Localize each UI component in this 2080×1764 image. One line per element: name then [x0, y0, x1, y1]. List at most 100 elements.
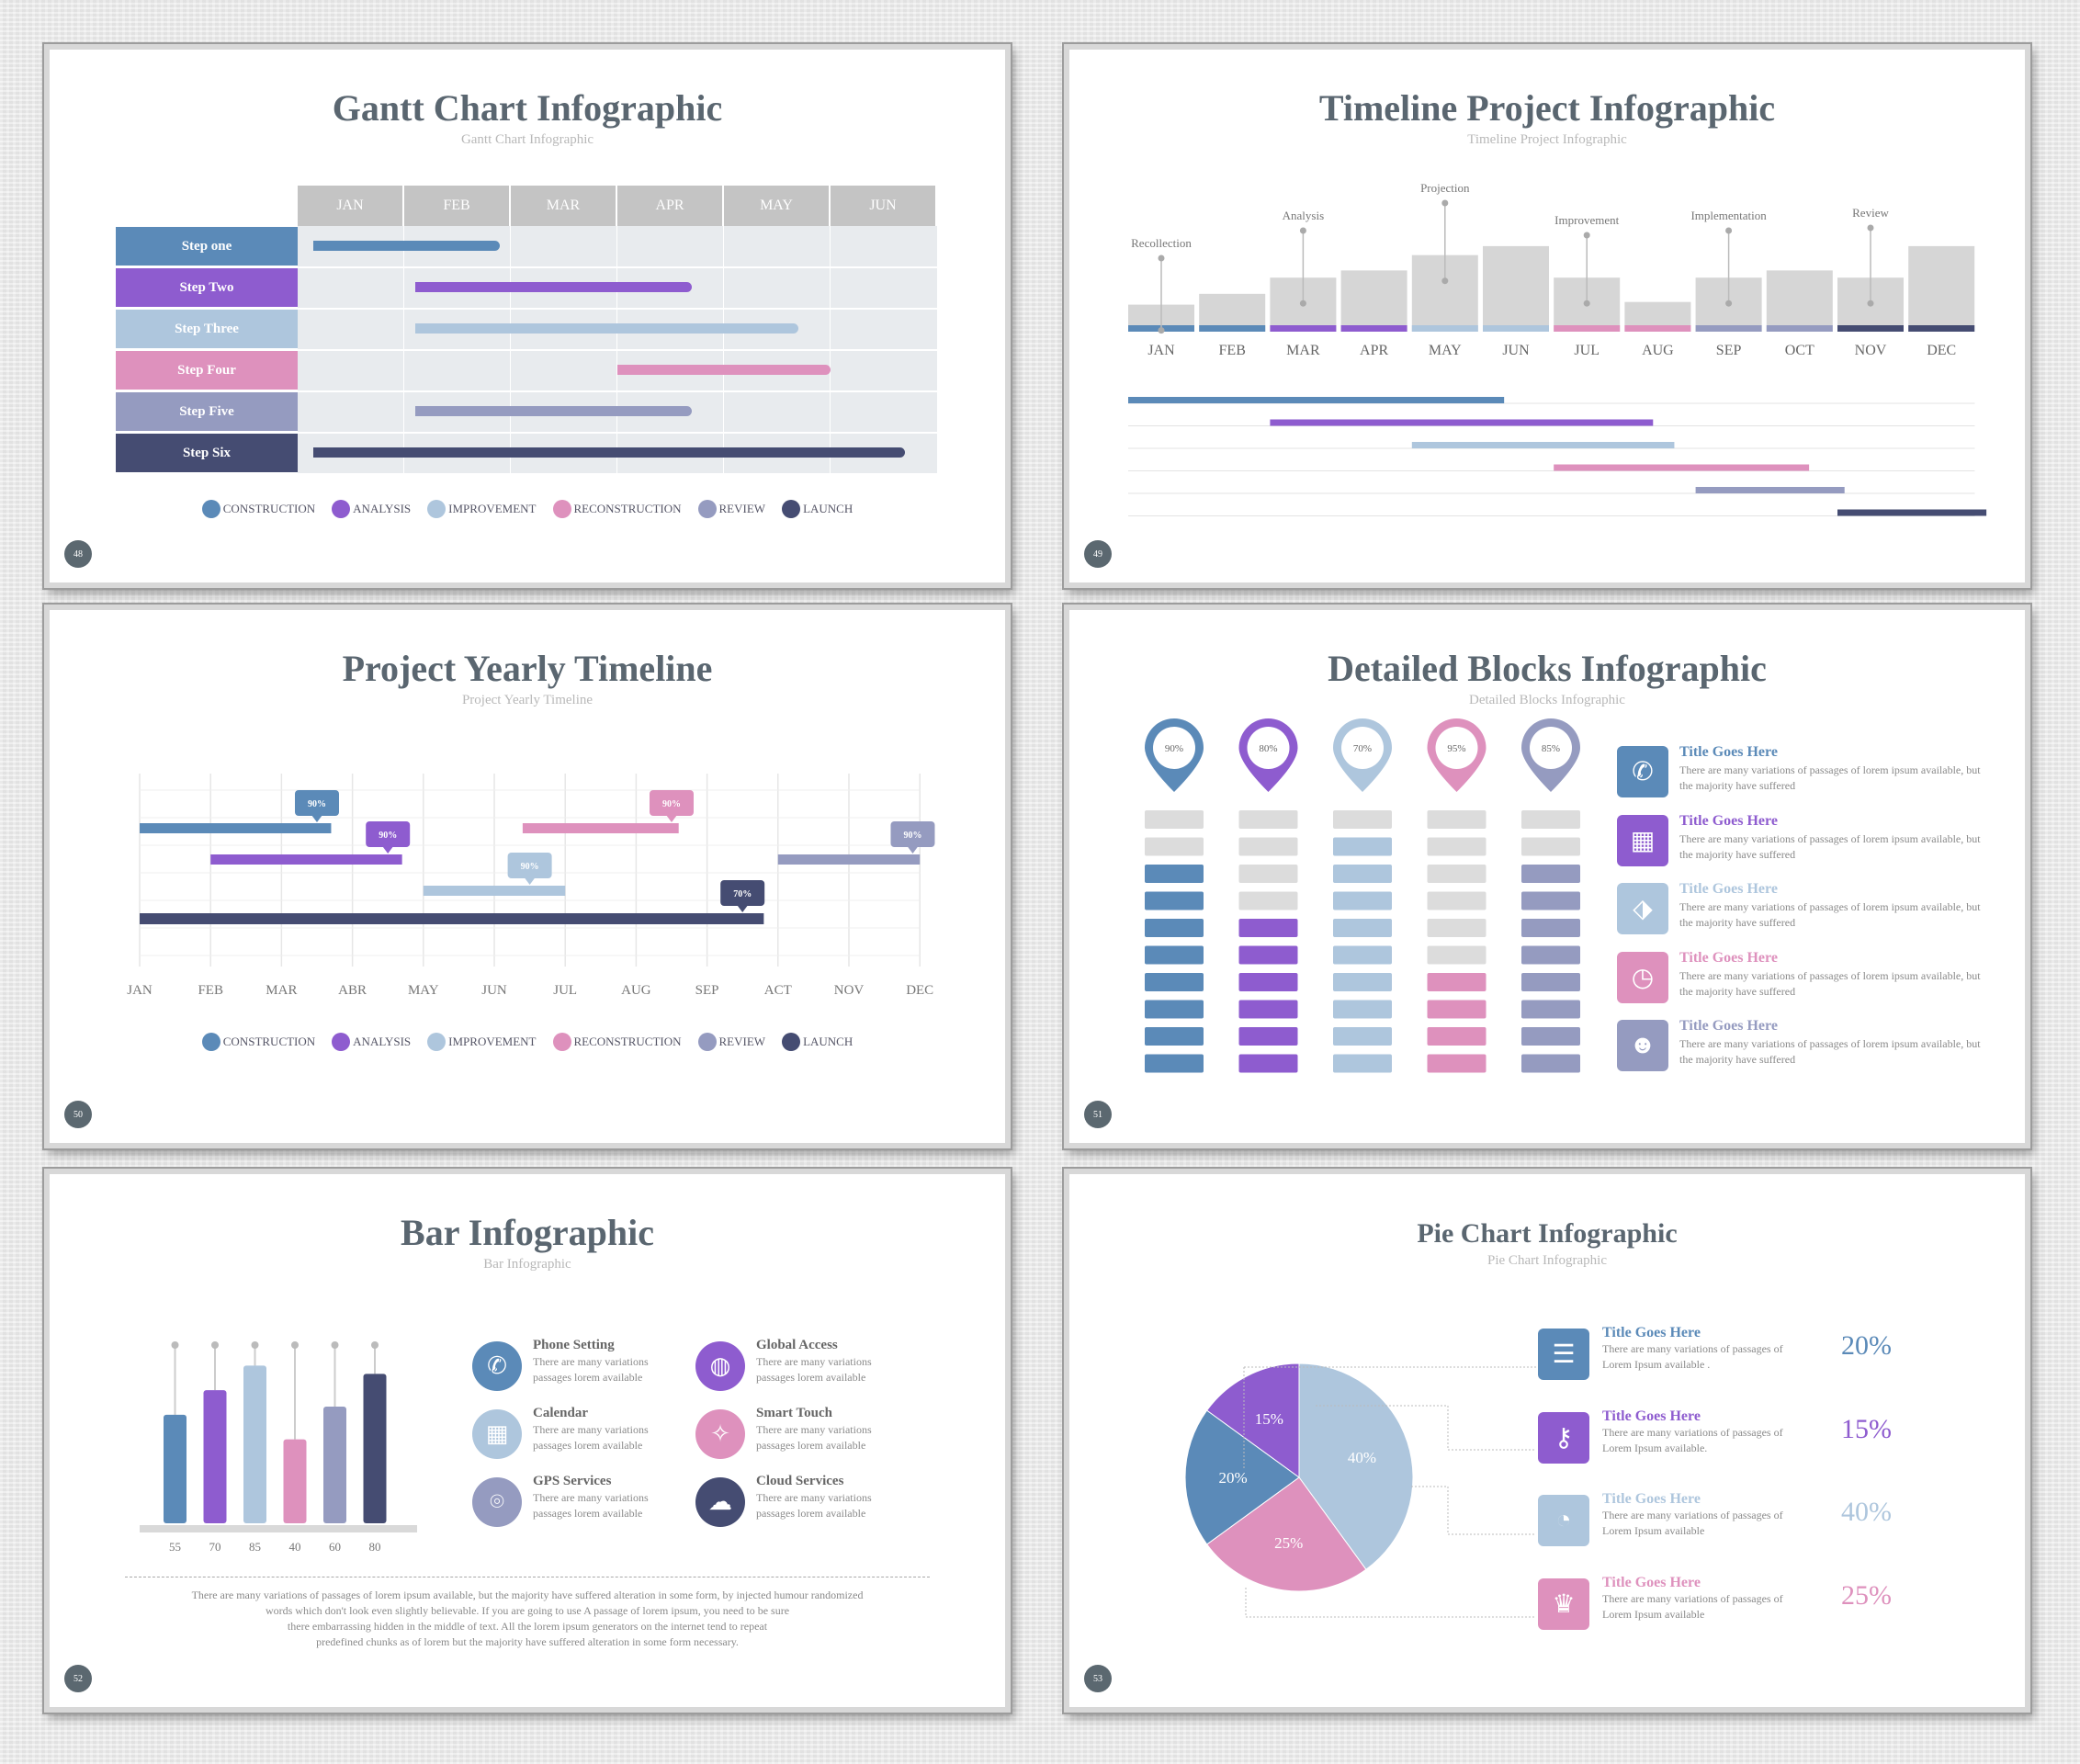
slide-pie-chart[interactable]: Pie Chart Infographic Pie Chart Infograp…	[1064, 1169, 2030, 1713]
list-icon: ☰	[1538, 1329, 1589, 1380]
item-body-line: Lorem Ipsum available	[1602, 1607, 1705, 1621]
milestone-dot	[1299, 300, 1306, 307]
item-title: Title Goes Here	[1602, 1408, 1701, 1424]
block	[1145, 1054, 1204, 1073]
block	[1238, 891, 1298, 910]
gantt-bar	[414, 282, 693, 292]
percent-pin-label: 70%	[1353, 743, 1372, 754]
bar-chart: 55 70 85 40 60 80	[140, 1341, 417, 1554]
milestone-label: Implementation	[1690, 209, 1767, 222]
gantt-bar	[414, 406, 693, 416]
month-color-strip	[1766, 325, 1833, 332]
bar	[243, 1365, 266, 1523]
connector-line	[1245, 1588, 1536, 1618]
legend-label: ANALYSIS	[353, 1035, 412, 1048]
item-percent: 40%	[1841, 1497, 1892, 1527]
slide-gantt[interactable]: Gantt Chart Infographic Gantt Chart Info…	[44, 44, 1011, 588]
row-line	[298, 432, 937, 434]
percent-tag	[720, 880, 765, 906]
item-body-line: There are many variations of passages of	[1602, 1591, 1783, 1605]
month-label: ACT	[764, 983, 792, 998]
block	[1238, 1000, 1298, 1019]
block	[1427, 865, 1487, 883]
item-body: There are many variations of passages of…	[1679, 1037, 1981, 1066]
step-label: Step Four	[116, 351, 298, 390]
month-label: JAN	[127, 983, 153, 998]
legend-dot	[782, 500, 801, 518]
row-line	[298, 308, 937, 310]
block	[1145, 891, 1204, 910]
item-percent: 20%	[1841, 1330, 1892, 1361]
feature-body: There are many variations passages lorem…	[756, 1423, 872, 1452]
milestone-dot	[1441, 199, 1449, 207]
month-label: DEC	[906, 983, 933, 998]
legend-dot	[332, 500, 351, 518]
month-header: JUN	[831, 186, 937, 226]
month-color-strip	[1554, 325, 1621, 332]
legend-dot	[782, 1033, 801, 1051]
percent-tag-label: 70%	[733, 889, 752, 899]
slide-title: Detailed Blocks Infographic	[1328, 648, 1767, 689]
slide-yearly-timeline[interactable]: Project Yearly Timeline Project Yearly T…	[44, 605, 1011, 1148]
month-label: ABR	[338, 983, 367, 998]
block	[1521, 1054, 1580, 1073]
step-label: Step Six	[116, 434, 298, 472]
legend-label: REVIEW	[718, 1035, 766, 1048]
trophy-icon: ♛	[1538, 1577, 1589, 1630]
timeline-bar	[423, 886, 566, 896]
yearly-timeline-chart: JAN FEB MAR ABR MAY JUN JUL AUG SEP ACT NOV DEC 90% 9…	[127, 774, 935, 998]
block	[1333, 1054, 1392, 1073]
item-body-line: There are many variations of passages of	[1602, 1425, 1783, 1439]
slide-title: Timeline Project Infographic	[1318, 87, 1776, 129]
month-label: FEB	[1219, 343, 1246, 358]
slide-subtitle: Detailed Blocks Infographic	[1469, 693, 1625, 707]
item-body: There are many variations of passages of…	[1679, 900, 1981, 929]
timeline-chart: JAN FEB MAR APR MAY JUN JUL AUG SEP OCT NOV DEC Reco…	[1128, 181, 1987, 516]
phone-icon: ✆	[1617, 746, 1668, 797]
block	[1145, 1000, 1204, 1019]
month-label: JUL	[1574, 343, 1600, 358]
block	[1521, 919, 1580, 937]
percent-tag-pointer	[666, 815, 677, 822]
month-label: SEP	[695, 983, 719, 998]
block	[1521, 973, 1580, 991]
slide-timeline-project[interactable]: Timeline Project Infographic Timeline Pr…	[1064, 44, 2030, 588]
item-title: Title Goes Here	[1679, 812, 1778, 829]
feature-title: Phone Setting	[533, 1338, 615, 1352]
item-body: There are many variations of passages of…	[1679, 763, 1981, 792]
block	[1427, 1054, 1487, 1073]
clock-icon: ◷	[1617, 951, 1668, 1003]
bar	[203, 1390, 227, 1523]
slide-subtitle: Gantt Chart Infographic	[460, 132, 594, 147]
month-label: MAY	[1429, 343, 1462, 358]
users-icon: ☻	[1617, 1020, 1668, 1071]
month-label: MAR	[266, 983, 297, 998]
milestone-dot	[1583, 232, 1590, 239]
slide-bar-infographic[interactable]: Bar Infographic Bar Infographic 55 70 85 40…	[44, 1169, 1011, 1713]
legend-dot	[201, 1033, 220, 1051]
item-body-line: Lorem Ipsum available	[1602, 1524, 1705, 1537]
legend-dot	[697, 500, 717, 518]
bar	[363, 1374, 387, 1523]
percent-tag-label: 90%	[662, 799, 681, 809]
milestone-dot	[1725, 227, 1733, 234]
footer-text: There are many variations of passages of…	[105, 1588, 950, 1650]
feature-body: There are many variations passages lorem…	[756, 1355, 872, 1384]
step-label: Step Five	[116, 392, 298, 431]
item-title: Title Goes Here	[1679, 949, 1778, 966]
pie-slice	[1184, 1409, 1300, 1545]
item-title: Title Goes Here	[1602, 1325, 1701, 1340]
slide-detailed-blocks[interactable]: Detailed Blocks Infographic Detailed Blo…	[1064, 605, 2030, 1148]
legend-dot	[427, 1033, 447, 1051]
connector-line	[1411, 1486, 1536, 1535]
item-percent: 25%	[1841, 1579, 1892, 1611]
bar-stem-dot	[251, 1341, 259, 1349]
milestone-dot	[1867, 224, 1874, 232]
legend-item: RECONSTRUCTION	[552, 500, 682, 518]
item-title: Title Goes Here	[1679, 744, 1778, 760]
range-bar	[1270, 419, 1654, 426]
feature-title: Smart Touch	[756, 1406, 832, 1420]
bar	[164, 1414, 187, 1523]
percent-tag	[650, 790, 694, 816]
bar-value-label: 80	[369, 1540, 381, 1554]
